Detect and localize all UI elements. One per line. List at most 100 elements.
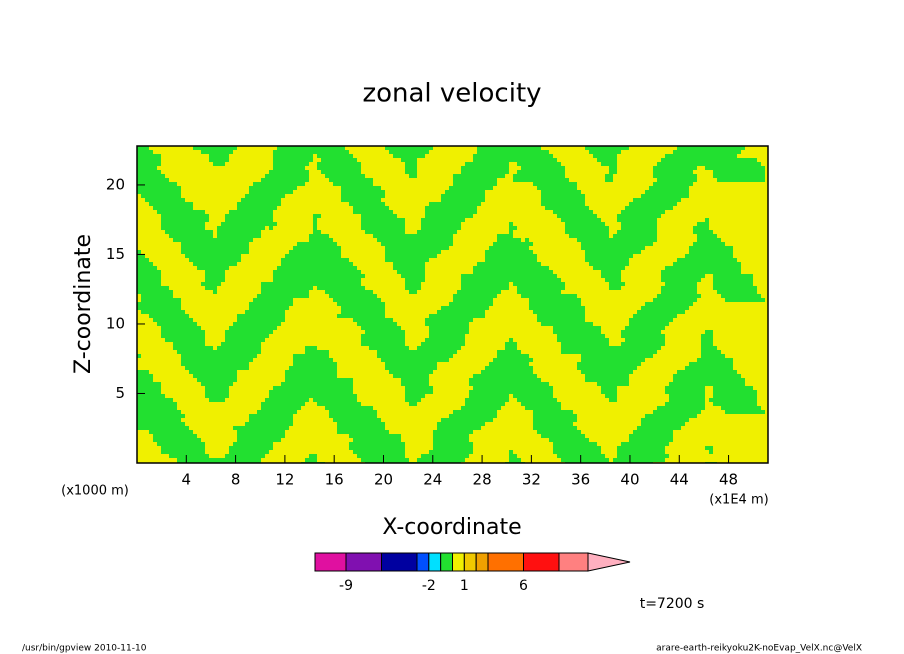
field-region	[713, 170, 765, 174]
field-region	[517, 286, 565, 290]
field-region	[273, 154, 313, 158]
field-region	[513, 394, 553, 398]
field-region	[149, 430, 193, 434]
colorbar-segment	[523, 552, 560, 572]
field-region	[545, 206, 589, 210]
field-region	[317, 162, 361, 166]
field-region	[137, 382, 161, 386]
field-region	[645, 414, 697, 418]
field-region	[513, 174, 565, 178]
field-region	[613, 458, 665, 462]
field-region	[205, 390, 229, 394]
field-region	[289, 366, 337, 370]
field-region	[445, 190, 485, 194]
field-region	[261, 286, 313, 290]
field-region	[453, 410, 497, 414]
field-region	[701, 346, 717, 350]
field-region	[429, 334, 465, 338]
field-region	[281, 382, 353, 386]
field-region	[713, 282, 753, 286]
field-region	[537, 318, 585, 322]
field-region	[617, 446, 665, 450]
field-region	[489, 246, 529, 250]
field-region	[469, 378, 541, 382]
field-region	[697, 358, 733, 362]
field-region	[661, 290, 697, 294]
field-region	[561, 350, 657, 354]
x-tick-label: 40	[620, 471, 639, 489]
field-region	[137, 154, 161, 158]
y-tick-label: 15	[106, 245, 125, 263]
field-region	[629, 434, 673, 438]
field-region	[401, 378, 429, 382]
field-region	[261, 402, 305, 406]
colorbar-segment	[345, 552, 382, 572]
field-region	[417, 458, 465, 462]
field-region	[485, 366, 533, 370]
field-region	[385, 366, 437, 370]
field-region	[221, 222, 277, 226]
field-region	[473, 158, 557, 162]
field-region	[673, 150, 741, 154]
field-region	[385, 246, 449, 250]
field-region	[689, 250, 733, 254]
field-region	[261, 178, 309, 182]
field-region	[265, 398, 309, 402]
field-region	[321, 170, 361, 174]
field-region	[609, 286, 621, 290]
field-region	[137, 390, 161, 394]
field-region	[421, 218, 465, 222]
field-region	[717, 178, 765, 182]
field-region	[601, 270, 621, 274]
field-region	[401, 382, 429, 386]
field-region	[161, 218, 209, 222]
field-region	[205, 394, 229, 398]
x-tick-label: 16	[325, 471, 344, 489]
field-region	[137, 166, 157, 170]
field-region	[641, 306, 689, 310]
field-region	[713, 394, 757, 398]
field-region	[621, 226, 657, 230]
y-axis-label: Z-coordinate	[71, 234, 96, 374]
field-region	[245, 194, 285, 198]
field-region	[541, 202, 585, 206]
field-region	[137, 162, 161, 166]
field-region	[433, 446, 473, 450]
field-region	[557, 214, 597, 218]
field-region	[433, 434, 469, 438]
field-region	[293, 358, 333, 362]
field-region	[137, 354, 141, 358]
colorbar-segment	[381, 552, 418, 572]
field-region	[173, 342, 205, 346]
field-region	[649, 186, 689, 190]
colorbar-segment	[416, 552, 430, 572]
field-region	[497, 354, 529, 358]
field-region	[341, 190, 385, 194]
colorbar-segment	[428, 552, 442, 572]
colorbar-segment	[463, 552, 477, 572]
field-region	[521, 166, 565, 170]
field-region	[245, 422, 293, 426]
plot-frame	[136, 145, 769, 464]
field-region	[149, 314, 189, 318]
field-region	[377, 350, 457, 354]
field-region	[293, 362, 337, 366]
field-region	[661, 274, 705, 278]
field-region	[393, 262, 425, 266]
field-region	[533, 414, 577, 418]
field-region	[657, 406, 705, 410]
field-region	[237, 202, 281, 206]
field-region	[585, 378, 629, 382]
field-region	[137, 190, 181, 194]
field-region	[401, 158, 417, 162]
field-region	[249, 186, 297, 190]
field-region	[181, 246, 249, 250]
colorbar-tick-label: 6	[519, 578, 528, 594]
field-region	[153, 438, 201, 442]
field-region	[521, 294, 577, 298]
field-region	[225, 214, 273, 218]
field-region	[365, 230, 405, 234]
field-region	[337, 422, 385, 426]
field-region	[157, 210, 205, 214]
field-region	[273, 162, 309, 166]
